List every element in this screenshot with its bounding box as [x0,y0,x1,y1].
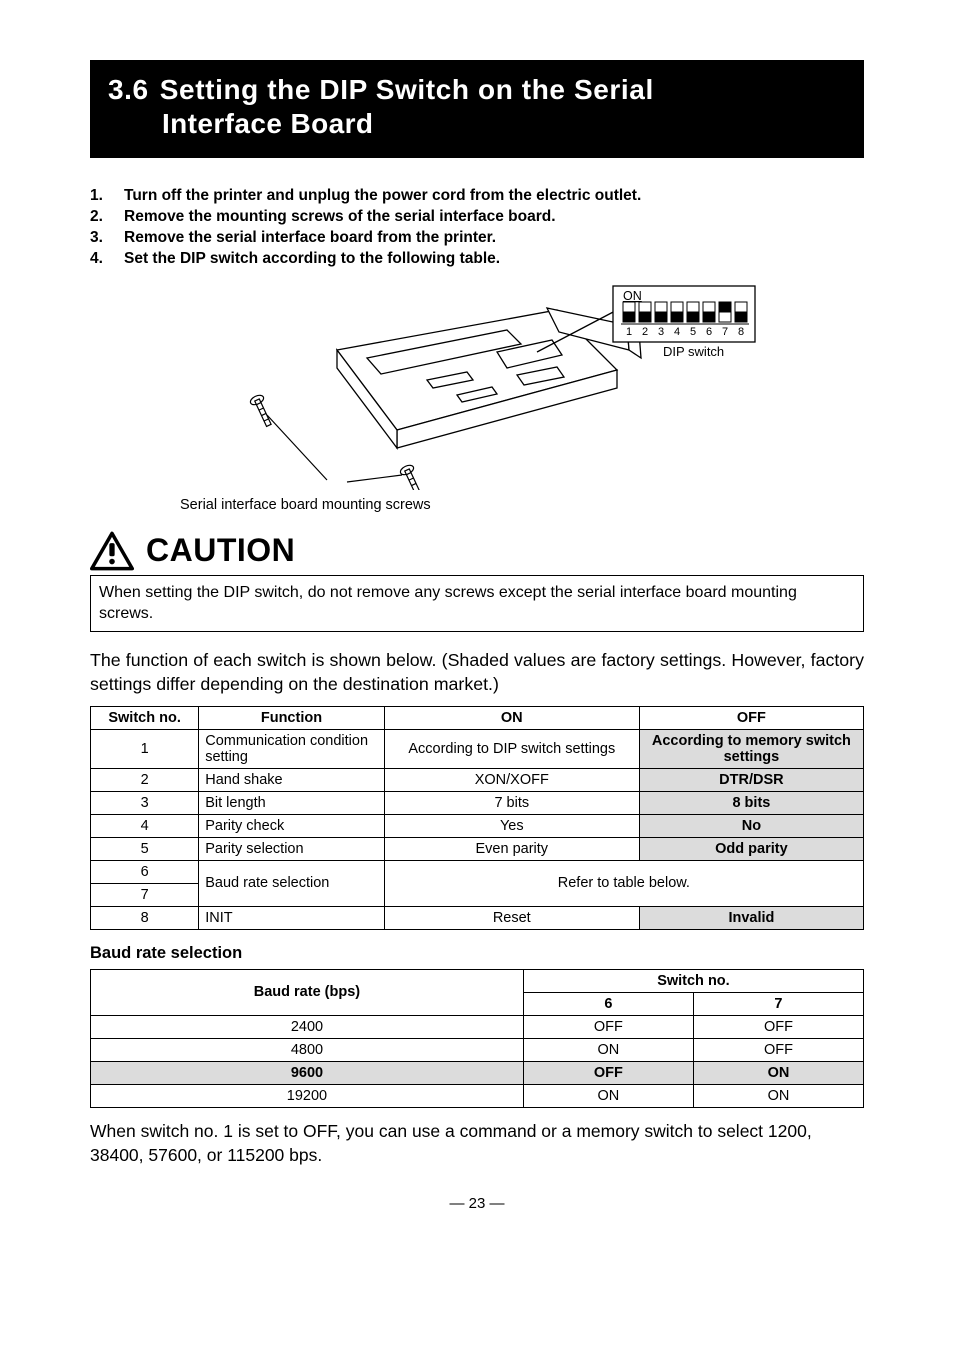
baud-rate-heading: Baud rate selection [90,944,864,963]
cell-off: Odd parity [639,837,863,860]
cell-sw7: OFF [693,1015,863,1038]
cell-switch-no: 2 [91,768,199,791]
th-sw7: 7 [693,992,863,1015]
svg-text:4: 4 [674,326,680,338]
cell-sw7: ON [693,1084,863,1107]
cell-merged: Refer to table below. [384,860,863,906]
cell-bps: 19200 [91,1084,524,1107]
cell-switch-no: 5 [91,837,199,860]
baud-rate-table: Baud rate (bps) Switch no. 6 7 2400OFFOF… [90,969,864,1108]
step-text: Set the DIP switch according to the foll… [124,249,500,270]
function-paragraph: The function of each switch is shown bel… [90,648,864,696]
cell-function: Parity selection [199,837,385,860]
step-text: Remove the serial interface board from t… [124,228,496,249]
table-row: 2400OFFOFF [91,1015,864,1038]
table-row: 9600OFFON [91,1061,864,1084]
cell-on: Reset [384,906,639,929]
section-header: 3.6 Setting the DIP Switch on the Serial… [90,60,864,158]
table-header-row: Baud rate (bps) Switch no. [91,969,864,992]
section-title-line1: Setting the DIP Switch on the Serial [160,74,654,105]
cell-on: According to DIP switch settings [384,729,639,768]
cell-function: Communication condition setting [199,729,385,768]
th-off: OFF [639,706,863,729]
section-number: 3.6 [108,74,149,106]
cell-switch-no: 8 [91,906,199,929]
cell-sw6: ON [523,1038,693,1061]
interface-board-diagram: ON [90,280,864,513]
page-root: 3.6 Setting the DIP Switch on the Serial… [0,0,954,1252]
th-function: Function [199,706,385,729]
cell-sw7: ON [693,1061,863,1084]
step-item: 4.Set the DIP switch according to the fo… [90,249,864,270]
cell-sw6: OFF [523,1015,693,1038]
step-text: Turn off the printer and unplug the powe… [124,186,641,207]
dip-switch-label: DIP switch [663,344,724,359]
cell-bps: 9600 [91,1061,524,1084]
table-row: 5Parity selectionEven parityOdd parity [91,837,864,860]
table-row: 8INITResetInvalid [91,906,864,929]
th-switch-no: Switch no. [91,706,199,729]
cell-switch-no: 4 [91,814,199,837]
table-row: 4Parity checkYesNo [91,814,864,837]
cell-bps: 2400 [91,1015,524,1038]
cell-sw6: OFF [523,1061,693,1084]
caution-text: When setting the DIP switch, do not remo… [90,575,864,632]
cell-on: 7 bits [384,791,639,814]
caution-word: CAUTION [146,532,295,569]
table-row: 3Bit length7 bits8 bits [91,791,864,814]
cell-off: DTR/DSR [639,768,863,791]
cell-sw7: OFF [693,1038,863,1061]
steps-list: 1.Turn off the printer and unplug the po… [90,186,864,270]
cell-off: According to memory switch settings [639,729,863,768]
caution-block: CAUTION When setting the DIP switch, do … [90,531,864,632]
step-item: 2.Remove the mounting screws of the seri… [90,207,864,228]
cell-sw6: ON [523,1084,693,1107]
step-text: Remove the mounting screws of the serial… [124,207,556,228]
page-number: — 23 — [90,1195,864,1212]
note-paragraph: When switch no. 1 is set to OFF, you can… [90,1120,864,1167]
table-row: 19200ONON [91,1084,864,1107]
svg-text:5: 5 [690,326,696,338]
th-baud-rate: Baud rate (bps) [91,969,524,1015]
table-row: 2Hand shakeXON/XOFFDTR/DSR [91,768,864,791]
svg-text:8: 8 [738,326,744,338]
table-row: 4800ONOFF [91,1038,864,1061]
cell-on: Yes [384,814,639,837]
cell-on: Even parity [384,837,639,860]
svg-text:2: 2 [642,326,648,338]
step-item: 1.Turn off the printer and unplug the po… [90,186,864,207]
cell-off: 8 bits [639,791,863,814]
cell-switch-no: 7 [91,883,199,906]
cell-off: Invalid [639,906,863,929]
dip-on-label: ON [623,289,642,303]
svg-text:6: 6 [706,326,712,338]
switch-function-table: Switch no. Function ON OFF 1Communicatio… [90,706,864,930]
cell-function: Parity check [199,814,385,837]
cell-on: XON/XOFF [384,768,639,791]
svg-text:7: 7 [722,326,728,338]
cell-switch-no: 3 [91,791,199,814]
caution-heading: CAUTION [90,531,864,571]
cell-function: Hand shake [199,768,385,791]
cell-switch-no: 1 [91,729,199,768]
cell-function: Bit length [199,791,385,814]
cell-function: INIT [199,906,385,929]
svg-text:1: 1 [626,326,632,338]
th-on: ON [384,706,639,729]
board-svg: ON [197,280,757,490]
th-sw6: 6 [523,992,693,1015]
step-item: 3.Remove the serial interface board from… [90,228,864,249]
cell-function: Baud rate selection [199,860,385,906]
table-row: 6Baud rate selectionRefer to table below… [91,860,864,883]
th-switch-no: Switch no. [523,969,863,992]
warning-triangle-icon [90,531,134,571]
diagram-caption: Serial interface board mounting screws [180,497,864,513]
cell-off: No [639,814,863,837]
cell-bps: 4800 [91,1038,524,1061]
table-row: 1Communication condition settingAccordin… [91,729,864,768]
section-title-line2: Interface Board [108,108,846,140]
cell-switch-no: 6 [91,860,199,883]
table-header-row: Switch no. Function ON OFF [91,706,864,729]
svg-text:3: 3 [658,326,664,338]
